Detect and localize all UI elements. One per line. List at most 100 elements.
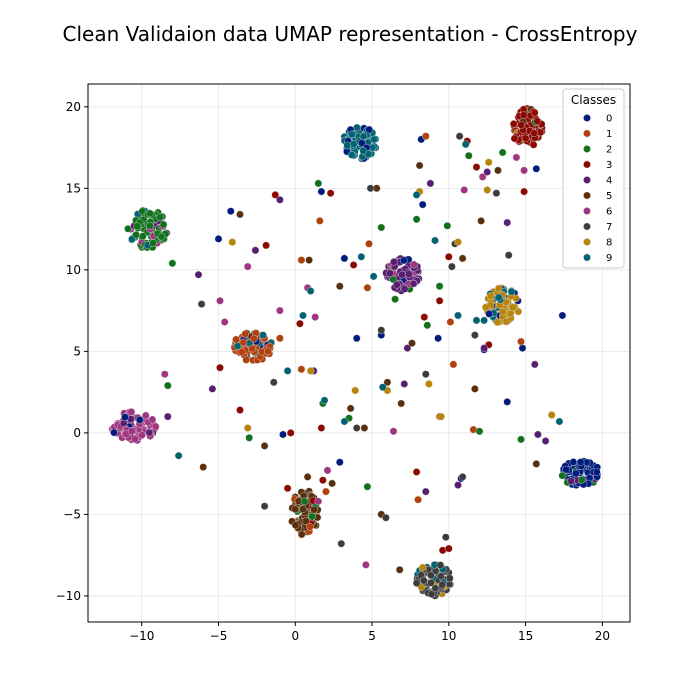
point-class-5	[310, 505, 318, 514]
point-class-2	[314, 179, 323, 188]
point-class-7	[438, 580, 447, 589]
point-class-1	[250, 334, 258, 343]
point-class-2	[146, 221, 154, 230]
point-class-5	[532, 460, 541, 468]
point-class-0	[418, 200, 427, 209]
point-class-6	[389, 427, 398, 436]
point-class-3	[533, 117, 542, 125]
point-class-2	[558, 471, 567, 480]
point-class-6	[410, 260, 418, 269]
point-class-1	[239, 338, 248, 347]
point-class-9	[340, 417, 349, 426]
point-class-9	[480, 316, 488, 325]
point-class-1	[242, 356, 250, 364]
point-class-5	[236, 210, 244, 219]
point-class-8	[486, 292, 495, 300]
point-class-6	[311, 313, 320, 321]
point-class-2	[308, 512, 317, 521]
point-class-9	[343, 141, 352, 150]
point-class-5	[297, 530, 306, 539]
point-class-0	[335, 458, 344, 467]
point-class-7	[197, 300, 206, 308]
point-class-5	[494, 166, 502, 175]
point-class-3	[435, 296, 444, 305]
point-class-3	[530, 108, 539, 117]
point-class-2	[139, 232, 147, 240]
point-class-4	[426, 179, 435, 188]
point-class-5	[299, 505, 307, 514]
legend[interactable]: Classes 0 1 2 3 4 5 6 7 8 9	[562, 88, 625, 269]
point-class-4	[208, 385, 217, 393]
point-class-3	[520, 187, 528, 196]
point-class-1	[449, 360, 458, 369]
legend-box	[562, 88, 625, 269]
point-class-0	[485, 310, 493, 318]
point-class-9	[359, 146, 368, 155]
x-tick-label: 5	[368, 629, 376, 643]
point-class-5	[303, 473, 312, 481]
point-class-7	[455, 132, 464, 140]
point-class-3	[444, 544, 453, 553]
point-class-7	[412, 579, 421, 587]
point-class-3	[530, 129, 539, 138]
point-class-3	[271, 191, 280, 199]
point-class-8	[228, 238, 237, 246]
y-tick-label: −5	[63, 507, 81, 521]
point-class-6	[151, 422, 160, 431]
point-class-7	[504, 251, 513, 259]
point-class-7	[471, 331, 479, 339]
point-class-4	[503, 218, 512, 227]
point-class-1	[517, 337, 525, 346]
legend-entry-5: 5	[606, 191, 612, 202]
point-class-1	[365, 239, 373, 248]
point-class-5	[305, 256, 313, 264]
point-class-0	[399, 256, 408, 265]
point-class-9	[431, 236, 439, 245]
chart-title: Clean Validaion data UMAP representation…	[62, 22, 638, 46]
point-class-2	[163, 381, 172, 390]
x-tick-label: −10	[129, 629, 154, 643]
x-tick-label: 20	[595, 629, 610, 643]
point-class-2	[475, 427, 484, 436]
point-class-5	[360, 424, 369, 432]
legend-entry-0: 0	[606, 114, 612, 125]
point-class-3	[236, 406, 244, 414]
legend-entry-7: 7	[606, 222, 612, 233]
point-class-2	[146, 209, 154, 218]
point-class-3	[286, 429, 295, 437]
point-class-9	[306, 287, 315, 295]
point-class-5	[471, 385, 479, 393]
point-class-9	[299, 311, 307, 320]
point-class-8	[418, 563, 427, 572]
legend-marker-1	[583, 129, 591, 138]
legend-marker-4	[583, 176, 591, 184]
point-class-6	[460, 186, 469, 194]
y-tick-label: 0	[73, 426, 81, 440]
point-class-3	[510, 134, 519, 143]
x-tick-label: 0	[291, 629, 299, 643]
y-tick-label: 10	[66, 263, 81, 277]
point-class-7	[337, 539, 346, 548]
point-class-1	[446, 318, 455, 326]
legend-marker-8	[583, 238, 591, 246]
point-class-2	[133, 222, 142, 231]
point-class-9	[174, 451, 183, 460]
point-class-0	[593, 468, 601, 476]
point-class-9	[369, 272, 378, 281]
point-class-9	[507, 287, 516, 296]
legend-marker-9	[583, 253, 591, 262]
point-class-8	[484, 158, 493, 167]
point-class-4	[409, 279, 418, 288]
point-class-3	[349, 261, 358, 269]
point-class-6	[216, 296, 224, 305]
legend-entry-9: 9	[606, 253, 612, 264]
point-class-1	[363, 283, 372, 292]
point-class-6	[141, 411, 150, 420]
point-class-4	[194, 270, 203, 279]
point-class-0	[340, 254, 349, 263]
point-class-3	[216, 363, 224, 372]
point-class-4	[400, 285, 409, 293]
point-class-5	[260, 442, 269, 450]
point-class-2	[300, 497, 309, 506]
point-class-9	[472, 316, 481, 325]
